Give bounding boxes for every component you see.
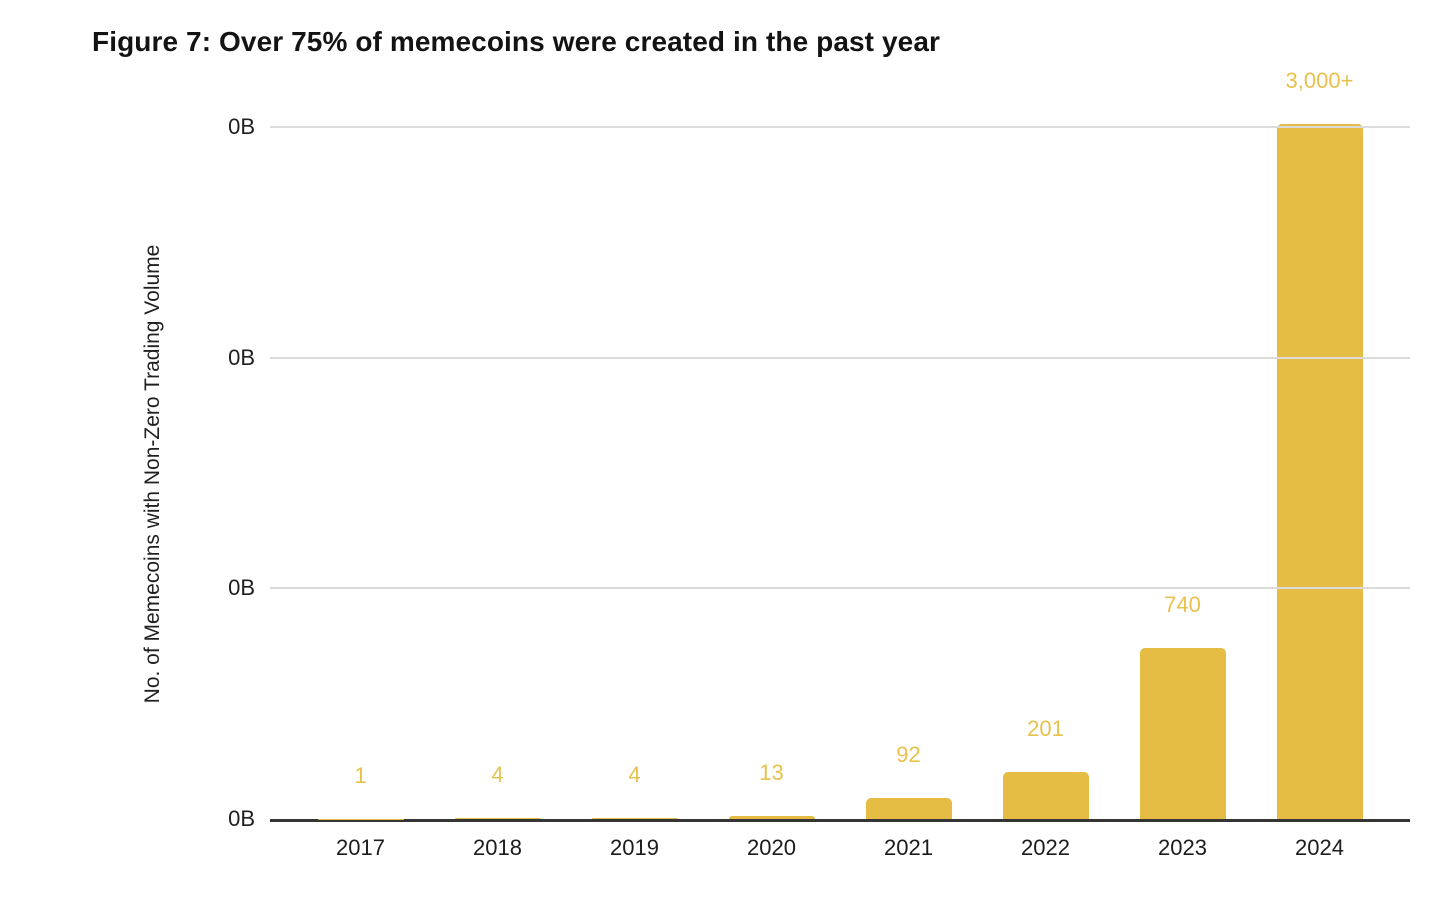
bar-value-label: 4 [491, 762, 504, 788]
bar-column: 4 2018 [429, 127, 566, 860]
bar-value-label: 740 [1164, 591, 1201, 617]
x-tick-label: 2022 [1021, 835, 1070, 860]
y-tick-label: 0B [228, 806, 255, 831]
gridline [270, 126, 1410, 128]
bar [1139, 647, 1226, 819]
bar-column: 13 2020 [703, 127, 840, 860]
y-axis-title: No. of Memecoins with Non-Zero Trading V… [141, 244, 164, 704]
x-tick-label: 2024 [1295, 835, 1344, 860]
chart-title: Figure 7: Over 75% of memecoins were cre… [92, 26, 940, 57]
x-tick-label: 2019 [610, 835, 659, 860]
bar [591, 818, 678, 819]
bar-value-label: 4 [628, 762, 641, 788]
x-tick-label: 2017 [336, 835, 385, 860]
y-tick-label: 0B [228, 344, 255, 370]
x-tick-label: 2018 [473, 835, 522, 860]
bar-column: 1 2017 [292, 127, 429, 860]
gridline [270, 587, 1410, 590]
bar [454, 818, 541, 819]
bar-value-label: 92 [896, 741, 921, 767]
plot-area: 1 2017 4 2018 4 2019 13 2020 92 2021 201 2022 740 202… [228, 68, 1410, 860]
x-tick-label: 2021 [884, 835, 933, 860]
bar [1276, 124, 1363, 819]
bar-column: 4 2019 [566, 127, 703, 860]
bar-column: 740 2023 [1114, 127, 1251, 860]
bar-column: 92 2021 [840, 127, 977, 860]
bar-value-label: 13 [759, 760, 784, 785]
bar-value-label: 201 [1027, 716, 1064, 742]
bar-value-label: 3,000+ [1285, 68, 1354, 93]
bar-column: 3,000+ 2024 [1251, 68, 1388, 860]
y-tick-label: 0B [228, 114, 255, 139]
x-tick-label: 2020 [747, 835, 796, 860]
bar [728, 816, 815, 819]
bar [865, 797, 952, 819]
bar-value-label: 1 [354, 762, 367, 788]
bar-columns: 1 2017 4 2018 4 2019 13 2020 92 2021 201 2022 740 202… [270, 68, 1410, 860]
gridline [270, 356, 1410, 359]
x-tick-label: 2023 [1158, 835, 1207, 860]
bar-column: 201 2022 [977, 127, 1114, 860]
bar [1002, 772, 1089, 819]
y-tick-label: 0B [228, 575, 255, 601]
